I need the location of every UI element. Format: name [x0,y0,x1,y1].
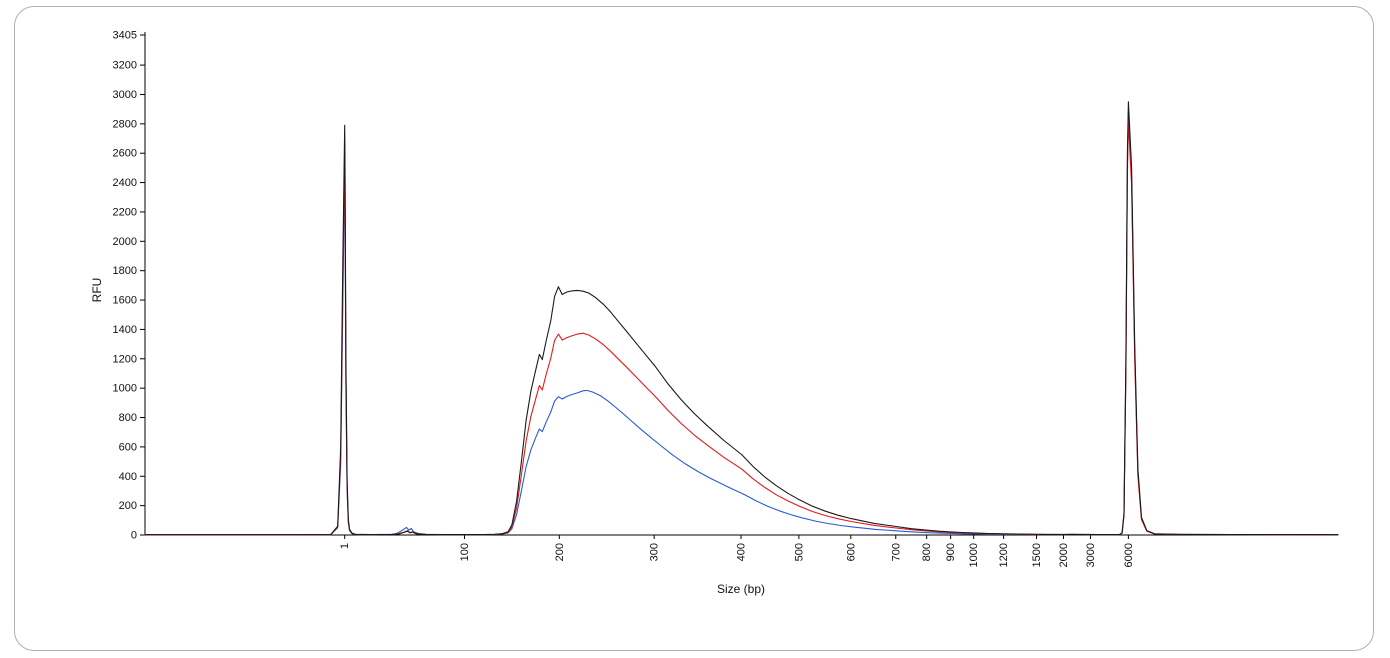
y-tick-label: 1800 [113,265,137,277]
y-tick-label: 200 [119,500,137,512]
x-tick-label: 500 [793,543,805,561]
y-axis-title: RFU [90,277,104,303]
x-tick-label: 1 [339,543,351,549]
chart-panel [14,6,1374,651]
y-tick-label: 1000 [113,383,137,395]
y-tick-label: 2200 [113,206,137,218]
x-tick-label: 400 [736,543,748,561]
series-black-line [144,101,1339,536]
y-tick-label: 600 [119,441,137,453]
x-axis-title: Size (bp) [716,582,766,596]
x-tick-label: 900 [945,543,957,561]
series-blue-line [144,111,1339,536]
x-tick-label: 1200 [998,543,1010,567]
x-tick-label: 800 [921,543,933,561]
y-tick-label: 2400 [113,177,137,189]
y-tick-label: 2000 [113,236,137,248]
x-tick-label: 300 [649,543,661,561]
y-tick-label: 2800 [113,118,137,130]
y-tick-label: 3000 [113,89,137,101]
series-red-line [144,120,1339,536]
x-tick-label: 200 [554,543,566,561]
y-tick-label: 1200 [113,353,137,365]
y-tick-label: 400 [119,471,137,483]
y-tick-label: 2600 [113,148,137,160]
x-tick-label: 6000 [1123,543,1135,567]
x-tick-label: 100 [459,543,471,561]
x-tick-label: 700 [890,543,902,561]
x-tick-label: 600 [845,543,857,561]
x-tick-label: 3000 [1085,543,1097,567]
x-tick-label: 2000 [1058,543,1070,567]
y-tick-label: 3405 [113,30,137,42]
y-tick-label: 1400 [113,324,137,336]
y-tick-label: 800 [119,412,137,424]
x-tick-label: 1000 [968,543,980,567]
x-tick-label: 1500 [1031,543,1043,567]
y-tick-label: 3200 [113,60,137,72]
y-tick-label: 0 [131,530,137,542]
y-tick-label: 1600 [113,295,137,307]
